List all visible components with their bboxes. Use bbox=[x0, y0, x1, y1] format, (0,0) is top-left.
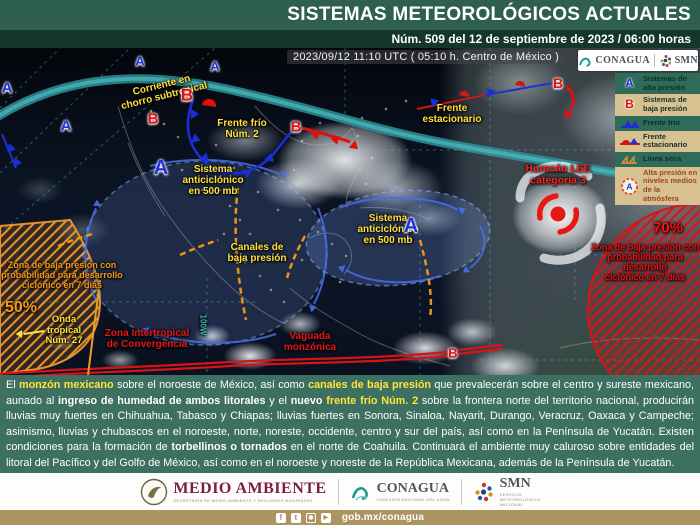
agency-subtitle: COMISIÓN NACIONAL DEL AGUA bbox=[376, 496, 450, 502]
legend-label: Sistemas de alta presión bbox=[643, 74, 687, 92]
itcz-line bbox=[0, 343, 503, 375]
agency-conagua: CONAGUA COMISIÓN NACIONAL DEL AGUA bbox=[350, 481, 450, 502]
dry-channel-lines bbox=[57, 187, 433, 321]
high-symbol: A bbox=[210, 58, 220, 74]
logo-box: CONAGUA SMN bbox=[578, 50, 698, 71]
cold-front-icon bbox=[618, 118, 641, 129]
dev-zone-west-label: Zona de baja presión con probabilidad pa… bbox=[1, 259, 123, 291]
low-symbol: B bbox=[147, 110, 159, 128]
agency-subtitle: SERVICIO METEOROLÓGICO NACIONAL bbox=[499, 491, 541, 508]
youtube-icon: ▶ bbox=[320, 512, 331, 523]
agency-subtitle: SECRETARÍA DE MEDIO AMBIENTE Y RECURSOS … bbox=[173, 497, 313, 503]
footer-gold-bar: f t ◉ ▶ gob.mx/conagua bbox=[0, 510, 700, 525]
jet-stream-band bbox=[0, 74, 700, 193]
agency-smn: SMN SERVICIO METEOROLÓGICO NACIONAL bbox=[473, 476, 560, 508]
dev-zone-east-pct: 70% bbox=[652, 219, 684, 237]
mid-level-high-icon: A bbox=[618, 177, 641, 196]
circulation-arrows bbox=[84, 158, 486, 344]
map-annotations-layer bbox=[0, 48, 700, 375]
low-pressure-symbol: B bbox=[625, 96, 634, 111]
issue-bar: Núm. 509 del 12 de septiembre de 2023 / … bbox=[0, 30, 700, 48]
low-pressure-channels-label: Canales de baja presión bbox=[227, 241, 287, 264]
footer-url: gob.mx/conagua bbox=[341, 512, 425, 523]
legend-label: Frente frío bbox=[643, 117, 681, 127]
agency-name: SMN bbox=[499, 475, 531, 491]
legend-row-low-pressure: B Sistemas de baja presión bbox=[615, 94, 700, 116]
smn-logo-icon bbox=[474, 482, 493, 501]
stationary-front-line bbox=[416, 80, 575, 122]
tropical-wave-label: Onda tropical Núm. 27 bbox=[45, 314, 83, 347]
legend-label: Alta presión en niveles medios de la atm… bbox=[643, 167, 698, 203]
legend-label: Frente estacionario bbox=[643, 131, 688, 150]
low-symbol: B bbox=[180, 85, 194, 105]
cloud-layer bbox=[0, 48, 700, 375]
footer-divider bbox=[460, 478, 462, 505]
issue-line: Núm. 509 del 12 de septiembre de 2023 / … bbox=[391, 32, 691, 46]
monsoon-trough-label: Vaguada monzónica bbox=[283, 330, 337, 353]
legend-row-dry-line: Línea seca bbox=[615, 151, 700, 167]
legend-row-mid-level-high: A Alta presión en niveles medios de la a… bbox=[615, 166, 700, 206]
cold-front-label: Frente frío Núm. 2 bbox=[217, 117, 267, 140]
facebook-icon: f bbox=[275, 512, 286, 523]
high-symbol: A bbox=[135, 53, 145, 69]
anticyclone-ellipse-east bbox=[305, 189, 491, 287]
agency-name: MEDIO AMBIENTE bbox=[173, 479, 327, 497]
low-symbol: B bbox=[448, 345, 458, 361]
cold-front-line bbox=[186, 98, 362, 178]
instagram-icon: ◉ bbox=[305, 512, 316, 523]
weather-map: 2023/09/12 11:10 UTC ( 05:10 h. Centro d… bbox=[0, 48, 700, 375]
high-symbol: A bbox=[1, 79, 13, 97]
legend-label: Sistemas de baja presión bbox=[643, 95, 688, 113]
twitter-icon: t bbox=[290, 512, 301, 523]
footer-divider bbox=[337, 478, 339, 505]
dev-zone-west-pct: 50% bbox=[4, 299, 38, 317]
legend-row-high-pressure: A Sistemas de alta presión bbox=[615, 73, 700, 95]
smn-wordmark: SMN bbox=[674, 55, 698, 66]
svg-text:A: A bbox=[626, 181, 632, 191]
agency-medio-ambiente: MEDIO AMBIENTE SECRETARÍA DE MEDIO AMBIE… bbox=[140, 478, 326, 506]
satellite-timestamp: 2023/09/12 11:10 UTC ( 05:10 h. Centro d… bbox=[287, 50, 565, 64]
hurricane-swirl bbox=[515, 161, 606, 265]
low-symbol: B bbox=[552, 75, 564, 91]
hurricane-label: Huracán LEE categoría 3 bbox=[525, 162, 591, 186]
legend-row-stationary-front: Frente estacionario bbox=[615, 130, 700, 152]
hurricane-icon bbox=[536, 193, 580, 235]
anticyclone-east-label: Sistema anticiclónico en 500 mb bbox=[357, 213, 419, 247]
summary-text: El monzón mexicano sobre el noroeste de … bbox=[6, 379, 695, 469]
dev-zone-east-shape bbox=[587, 203, 700, 375]
anticyclone-west-label: Sistema anticiclónico en 500 mb bbox=[182, 164, 244, 198]
logo-divider bbox=[653, 54, 655, 67]
smn-mini-icon bbox=[660, 55, 671, 67]
tropical-wave-arrow bbox=[15, 279, 101, 375]
high-pressure-symbol: A bbox=[625, 75, 634, 90]
header-bar: SISTEMAS METEOROLÓGICOS ACTUALES bbox=[0, 0, 700, 30]
weather-summary: El monzón mexicano sobre el noroeste de … bbox=[0, 375, 700, 473]
legend-row-cold-front: Frente frío bbox=[615, 115, 700, 131]
meridian-label: 100W bbox=[198, 314, 208, 336]
map-legend: A Sistemas de alta presión B Sistemas de… bbox=[615, 73, 700, 206]
low-symbol: B bbox=[290, 118, 302, 136]
high-symbol: A bbox=[403, 215, 419, 237]
stationary-front-label: Frente estacionario bbox=[422, 102, 482, 125]
dev-zone-west-shape bbox=[0, 218, 101, 375]
dev-zone-east-label: Zona de baja presión con probabilidad pa… bbox=[590, 241, 700, 283]
conagua-mini-icon bbox=[579, 57, 591, 67]
footer-logos: MEDIO AMBIENTE SECRETARÍA DE MEDIO AMBIE… bbox=[0, 473, 700, 510]
conagua-logo-icon bbox=[351, 486, 368, 501]
medio-ambiente-seal-icon bbox=[141, 478, 168, 505]
conagua-wordmark: CONAGUA bbox=[595, 55, 650, 66]
left-edge-front bbox=[1, 133, 23, 169]
itcz-label: Zona Intertropical de Convergencia bbox=[104, 327, 190, 350]
stationary-front-icon bbox=[618, 135, 641, 147]
dry-line-icon bbox=[618, 154, 641, 165]
high-symbol: A bbox=[153, 157, 169, 179]
high-symbol: A bbox=[60, 117, 72, 135]
page-title: SISTEMAS METEOROLÓGICOS ACTUALES bbox=[287, 4, 691, 25]
legend-label: Línea seca bbox=[643, 153, 682, 163]
agency-name: CONAGUA bbox=[376, 480, 449, 496]
